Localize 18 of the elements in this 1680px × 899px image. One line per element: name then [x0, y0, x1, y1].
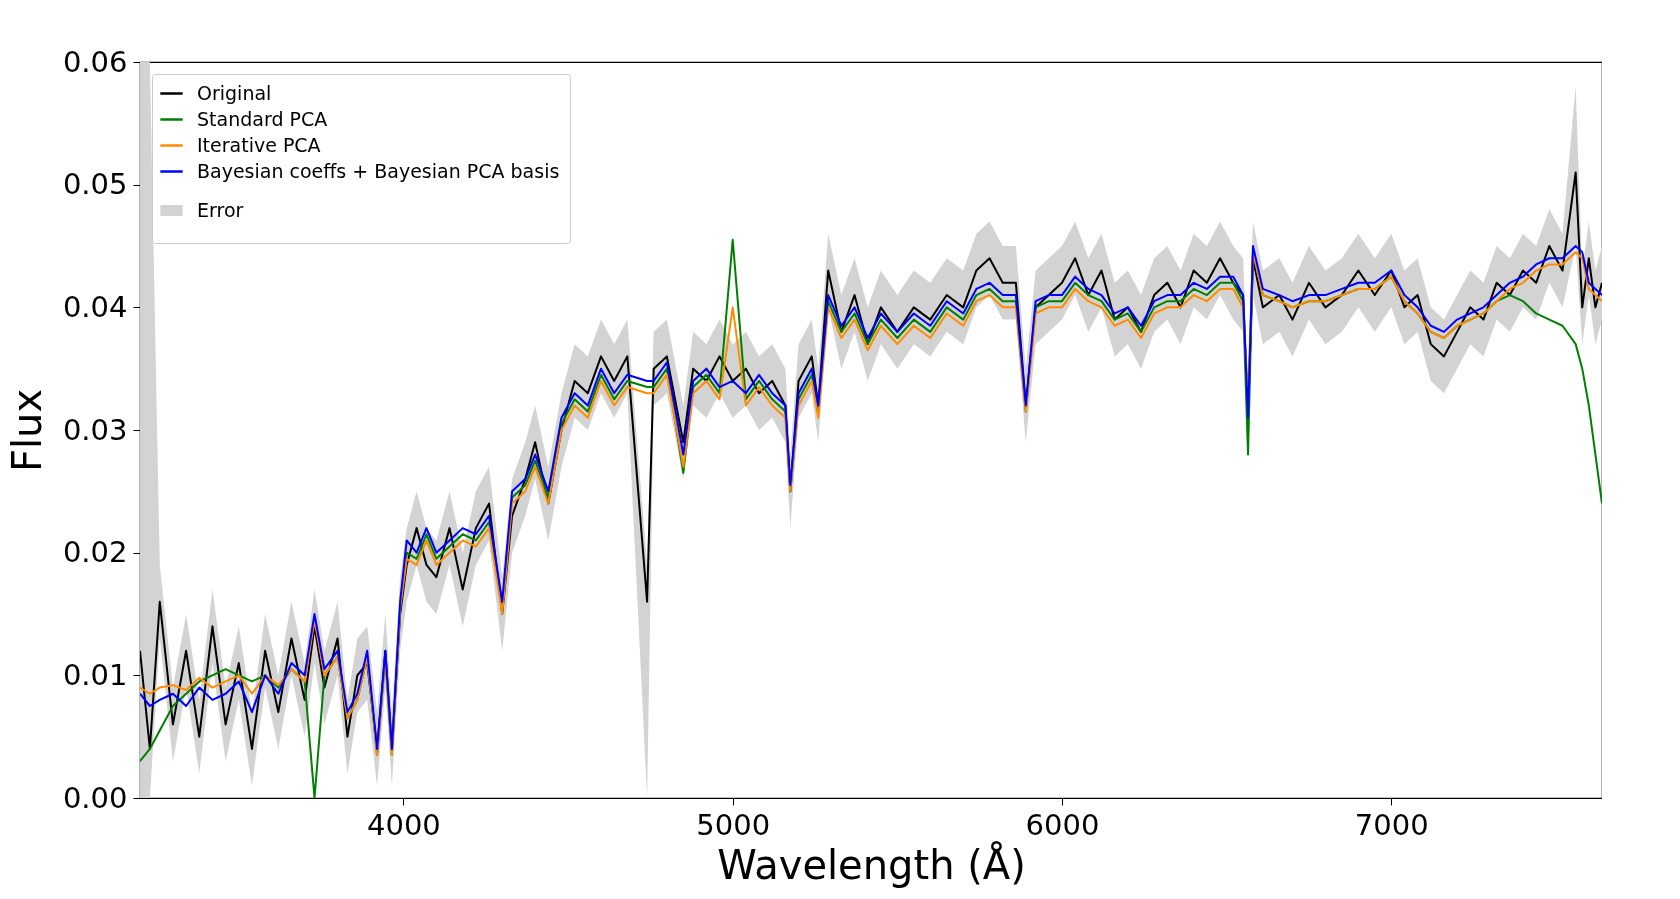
x-tick-label: 7000 — [1354, 807, 1429, 842]
y-tick-label: 0.03 — [62, 412, 128, 447]
y-axis-title: Flux — [3, 388, 50, 473]
y-tick-label: 0.04 — [62, 289, 128, 324]
y-tick-label: 0.01 — [62, 657, 128, 692]
legend-label: Bayesian coeffs + Bayesian PCA basis — [197, 159, 560, 182]
x-axis-title: Wavelength (Å) — [717, 840, 1026, 888]
y-tick-label: 0.02 — [62, 535, 128, 570]
x-tick-label: 5000 — [696, 807, 771, 842]
annotation: Error — [197, 198, 244, 221]
y-tick-label: 0.05 — [62, 167, 128, 202]
x-tick-label: 6000 — [1025, 807, 1100, 842]
y-tick-label: 0.00 — [62, 780, 128, 815]
legend-label: Original — [197, 81, 272, 104]
legend-label: Standard PCA — [197, 107, 328, 130]
x-tick-label: 4000 — [367, 807, 441, 842]
legend-label: Iterative PCA — [197, 133, 321, 156]
y-tick-label: 0.06 — [62, 44, 128, 79]
